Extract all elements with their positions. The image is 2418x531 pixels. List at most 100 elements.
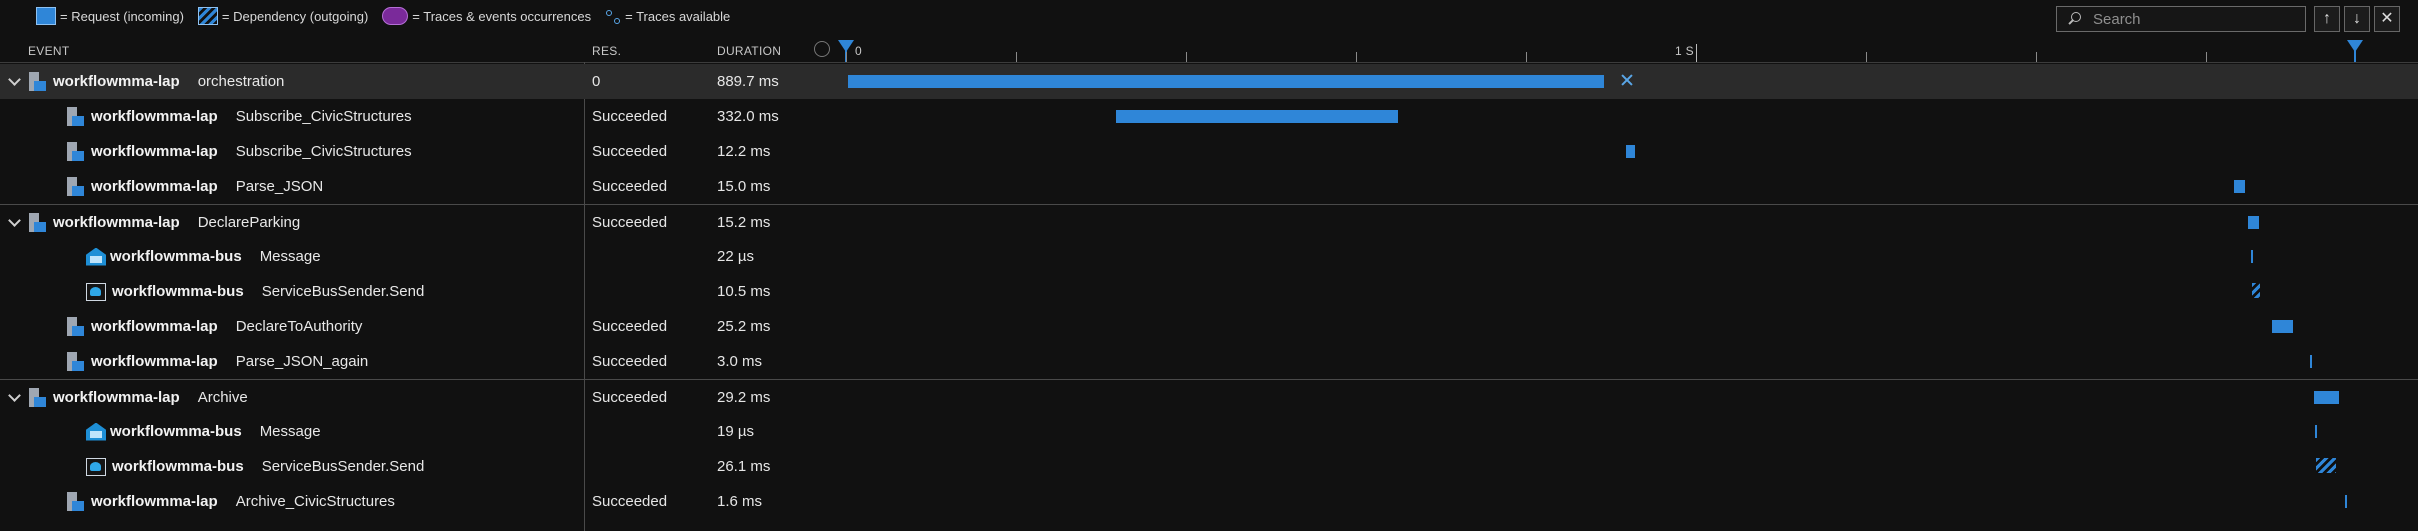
table-row[interactable]: workflowmma-lap DeclareParking Succeeded 15… — [0, 204, 2418, 239]
operation-name: Message — [259, 248, 321, 265]
operation-name: orchestration — [197, 73, 285, 90]
timeline-end-handle[interactable] — [2347, 40, 2363, 52]
close-button[interactable]: ✕ — [2374, 6, 2400, 32]
service-bus-sender-icon — [86, 282, 106, 301]
legend-available-label: = Traces available — [625, 8, 731, 24]
app-icon — [66, 351, 84, 372]
table-row[interactable]: workflowmma-lap Archive_CivicStructures Su… — [0, 484, 2418, 519]
column-res[interactable]: RES. — [592, 44, 622, 58]
chevron-down-icon[interactable] — [8, 391, 22, 405]
duration-cell: 10.5 ms — [717, 283, 771, 300]
timeline-tick — [2206, 52, 2207, 62]
app-name: workflowmma-lap — [91, 353, 218, 370]
request-bar[interactable] — [2234, 180, 2245, 193]
duration-cell: 29.2 ms — [717, 389, 771, 406]
search-input[interactable] — [2091, 9, 2295, 29]
result-cell: Succeeded — [592, 493, 668, 510]
collapse-icon[interactable] — [1620, 73, 1634, 87]
column-duration[interactable]: DURATION — [717, 44, 782, 58]
timeline-tick — [1696, 44, 1697, 62]
request-bar[interactable] — [2314, 391, 2339, 404]
timeline-end-line — [2354, 50, 2356, 62]
search-icon — [2067, 11, 2083, 27]
table-row[interactable]: workflowmma-bus Message 22 µs — [0, 239, 2418, 274]
table-row[interactable]: workflowmma-bus ServiceBusSender.Send 26.1… — [0, 449, 2418, 484]
duration-cell: 15.0 ms — [717, 178, 771, 195]
duration-cell: 3.0 ms — [717, 353, 763, 370]
request-bar[interactable] — [1626, 145, 1635, 158]
app-icon — [66, 316, 84, 337]
table-row[interactable]: workflowmma-lap orchestration 0 889.7 ms — [0, 64, 2418, 99]
request-bar[interactable] — [1116, 110, 1398, 123]
operation-name: DeclareToAuthority — [235, 318, 363, 335]
legend-traces: = Traces & events occurrences — [382, 7, 591, 25]
dependency-bar[interactable] — [2316, 458, 2336, 473]
result-cell: Succeeded — [592, 143, 668, 160]
clock-icon[interactable] — [814, 41, 830, 57]
duration-cell: 332.0 ms — [717, 108, 779, 125]
event-cell: workflowmma-lap Parse_JSON — [66, 169, 323, 204]
service-bus-icon — [86, 422, 106, 441]
timeline-tick — [1866, 52, 1867, 62]
duration-cell: 26.1 ms — [717, 458, 771, 475]
operation-name: Archive — [197, 389, 248, 406]
request-bar[interactable] — [2310, 355, 2312, 368]
app-icon — [66, 491, 84, 512]
dependency-swatch-icon — [197, 7, 218, 25]
duration-cell: 19 µs — [717, 423, 754, 440]
column-divider[interactable] — [584, 62, 585, 531]
dependency-bar[interactable] — [2252, 283, 2260, 298]
table-row[interactable]: workflowmma-lap Archive Succeeded 29.2 ms — [0, 379, 2418, 414]
event-cell: workflowmma-lap Subscribe_CivicStructures — [66, 134, 412, 169]
table-row[interactable]: workflowmma-bus ServiceBusSender.Send 10.5… — [0, 274, 2418, 309]
arrow-down-icon: ↓ — [2353, 10, 2361, 27]
timeline-tick — [1526, 52, 1527, 62]
chevron-down-icon[interactable] — [8, 75, 22, 89]
timeline-label-zero: 0 — [855, 44, 862, 58]
operation-name: Subscribe_CivicStructures — [235, 108, 412, 125]
column-event[interactable]: EVENT — [28, 44, 70, 58]
request-bar[interactable] — [2345, 495, 2347, 508]
traces-available-icon — [605, 8, 621, 24]
app-icon — [28, 71, 46, 92]
request-bar[interactable] — [2248, 216, 2259, 229]
table-row[interactable]: workflowmma-lap Subscribe_CivicStructures… — [0, 99, 2418, 134]
chevron-down-icon[interactable] — [8, 216, 22, 230]
result-cell: Succeeded — [592, 318, 668, 335]
duration-cell: 25.2 ms — [717, 318, 771, 335]
app-icon — [66, 106, 84, 127]
app-name: workflowmma-lap — [53, 73, 180, 90]
app-name: workflowmma-lap — [91, 108, 218, 125]
operation-name: ServiceBusSender.Send — [261, 283, 425, 300]
result-cell: 0 — [592, 73, 601, 90]
result-cell: Succeeded — [592, 389, 668, 406]
table-row[interactable]: workflowmma-lap Parse_JSON Succeeded 15.0 m… — [0, 169, 2418, 204]
event-cell: workflowmma-bus Message — [86, 239, 321, 274]
table-row[interactable]: workflowmma-lap DeclareToAuthority Succeed… — [0, 309, 2418, 344]
traces-swatch-icon — [382, 7, 409, 25]
operation-name: Parse_JSON — [235, 178, 324, 195]
duration-cell: 12.2 ms — [717, 143, 771, 160]
event-cell: workflowmma-bus Message — [86, 414, 321, 449]
legend-request-label: = Request (incoming) — [60, 8, 184, 24]
app-name: workflowmma-lap — [53, 389, 180, 406]
timeline-start-handle[interactable] — [838, 40, 854, 52]
result-cell: Succeeded — [592, 108, 668, 125]
request-bar[interactable] — [2315, 425, 2317, 438]
operation-name: Subscribe_CivicStructures — [235, 143, 412, 160]
legend-dependency-label: = Dependency (outgoing) — [221, 8, 369, 24]
request-bar[interactable] — [2272, 320, 2293, 333]
event-cell: workflowmma-lap Archive — [8, 380, 248, 415]
table-row[interactable]: workflowmma-lap Subscribe_CivicStructures… — [0, 134, 2418, 169]
table-row[interactable]: workflowmma-bus Message 19 µs — [0, 414, 2418, 449]
previous-result-button[interactable]: ↑ — [2314, 6, 2340, 32]
duration-cell: 889.7 ms — [717, 73, 779, 90]
arrow-up-icon: ↑ — [2323, 10, 2331, 27]
table-row[interactable]: workflowmma-lap Parse_JSON_again Succeeded… — [0, 344, 2418, 379]
operation-name: ServiceBusSender.Send — [261, 458, 425, 475]
request-bar[interactable] — [2251, 250, 2253, 263]
next-result-button[interactable]: ↓ — [2344, 6, 2370, 32]
request-bar[interactable] — [848, 75, 1604, 88]
search-box[interactable] — [2056, 6, 2306, 32]
app-icon — [28, 387, 46, 408]
